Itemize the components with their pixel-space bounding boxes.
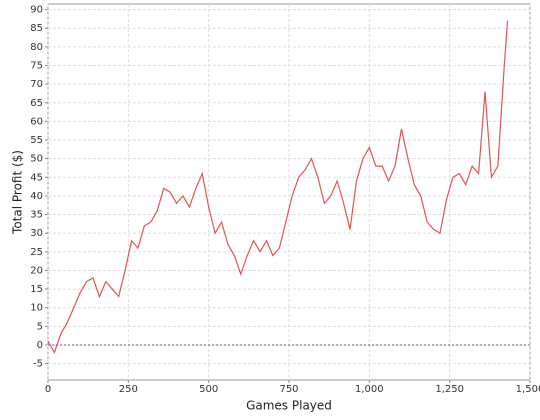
y-tick-label: 0 [37, 340, 43, 351]
x-tick-label: 500 [199, 384, 218, 395]
x-tick-label: 1,500 [516, 384, 540, 395]
y-tick-label: 10 [30, 303, 43, 314]
y-tick-label: 20 [30, 265, 43, 276]
y-tick-label: 35 [30, 210, 43, 221]
y-tick-label: 5 [37, 321, 43, 332]
y-tick-label: 90 [30, 5, 43, 16]
x-tick-label: 0 [45, 384, 51, 395]
y-tick-label: 40 [30, 191, 43, 202]
y-tick-label: 60 [30, 116, 43, 127]
y-tick-label: 65 [30, 98, 43, 109]
y-tick-label: 30 [30, 228, 43, 239]
line-series [47, 20, 509, 354]
y-tick-label: 55 [30, 135, 43, 146]
x-tick-label: 1,250 [435, 384, 464, 395]
y-tick-label: 70 [30, 79, 43, 90]
y-axis-title: Total Profit ($) [11, 150, 25, 235]
y-tick-label: -5 [33, 359, 43, 370]
x-tick-label: 1,000 [355, 384, 384, 395]
y-tick-label: 50 [30, 154, 43, 165]
y-tick-label: 45 [30, 172, 43, 183]
y-tick-label: 85 [30, 23, 43, 34]
x-tick-label: 750 [279, 384, 298, 395]
x-axis-title: Games Played [246, 399, 332, 413]
y-tick-label: 75 [30, 60, 43, 71]
y-tick-label: 25 [30, 247, 43, 258]
x-tick-label: 250 [119, 384, 138, 395]
y-tick-label: 80 [30, 42, 43, 53]
y-tick-label: 15 [30, 284, 43, 295]
